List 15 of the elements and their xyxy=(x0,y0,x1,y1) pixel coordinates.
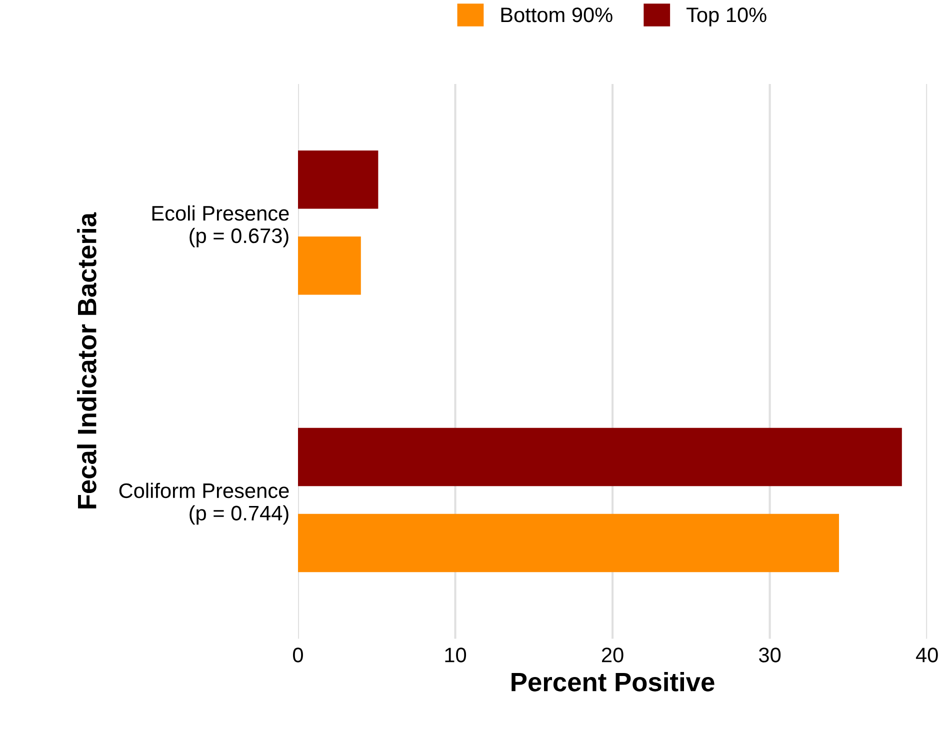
y-tick-label: Ecoli Presence (p = 0.673) xyxy=(152,205,289,248)
x-tick-label: 20 xyxy=(602,648,624,662)
x-tick-label: 0 xyxy=(293,648,303,662)
bar xyxy=(298,514,840,572)
bar xyxy=(298,428,902,486)
legend-label: Top 10% xyxy=(686,7,766,26)
x-tick-label: 30 xyxy=(759,648,781,662)
bar xyxy=(298,150,378,209)
legend-label: Bottom 90% xyxy=(501,7,612,22)
y-axis-title: Fecal Indicator Bacteria xyxy=(77,212,96,508)
bar xyxy=(298,236,361,295)
x-tick-label: 10 xyxy=(445,648,466,662)
y-tick-label: Coliform Presence (p = 0.744) xyxy=(119,482,289,525)
x-axis-title: Percent Positive xyxy=(512,672,714,692)
x-tick-label: 40 xyxy=(916,648,938,662)
